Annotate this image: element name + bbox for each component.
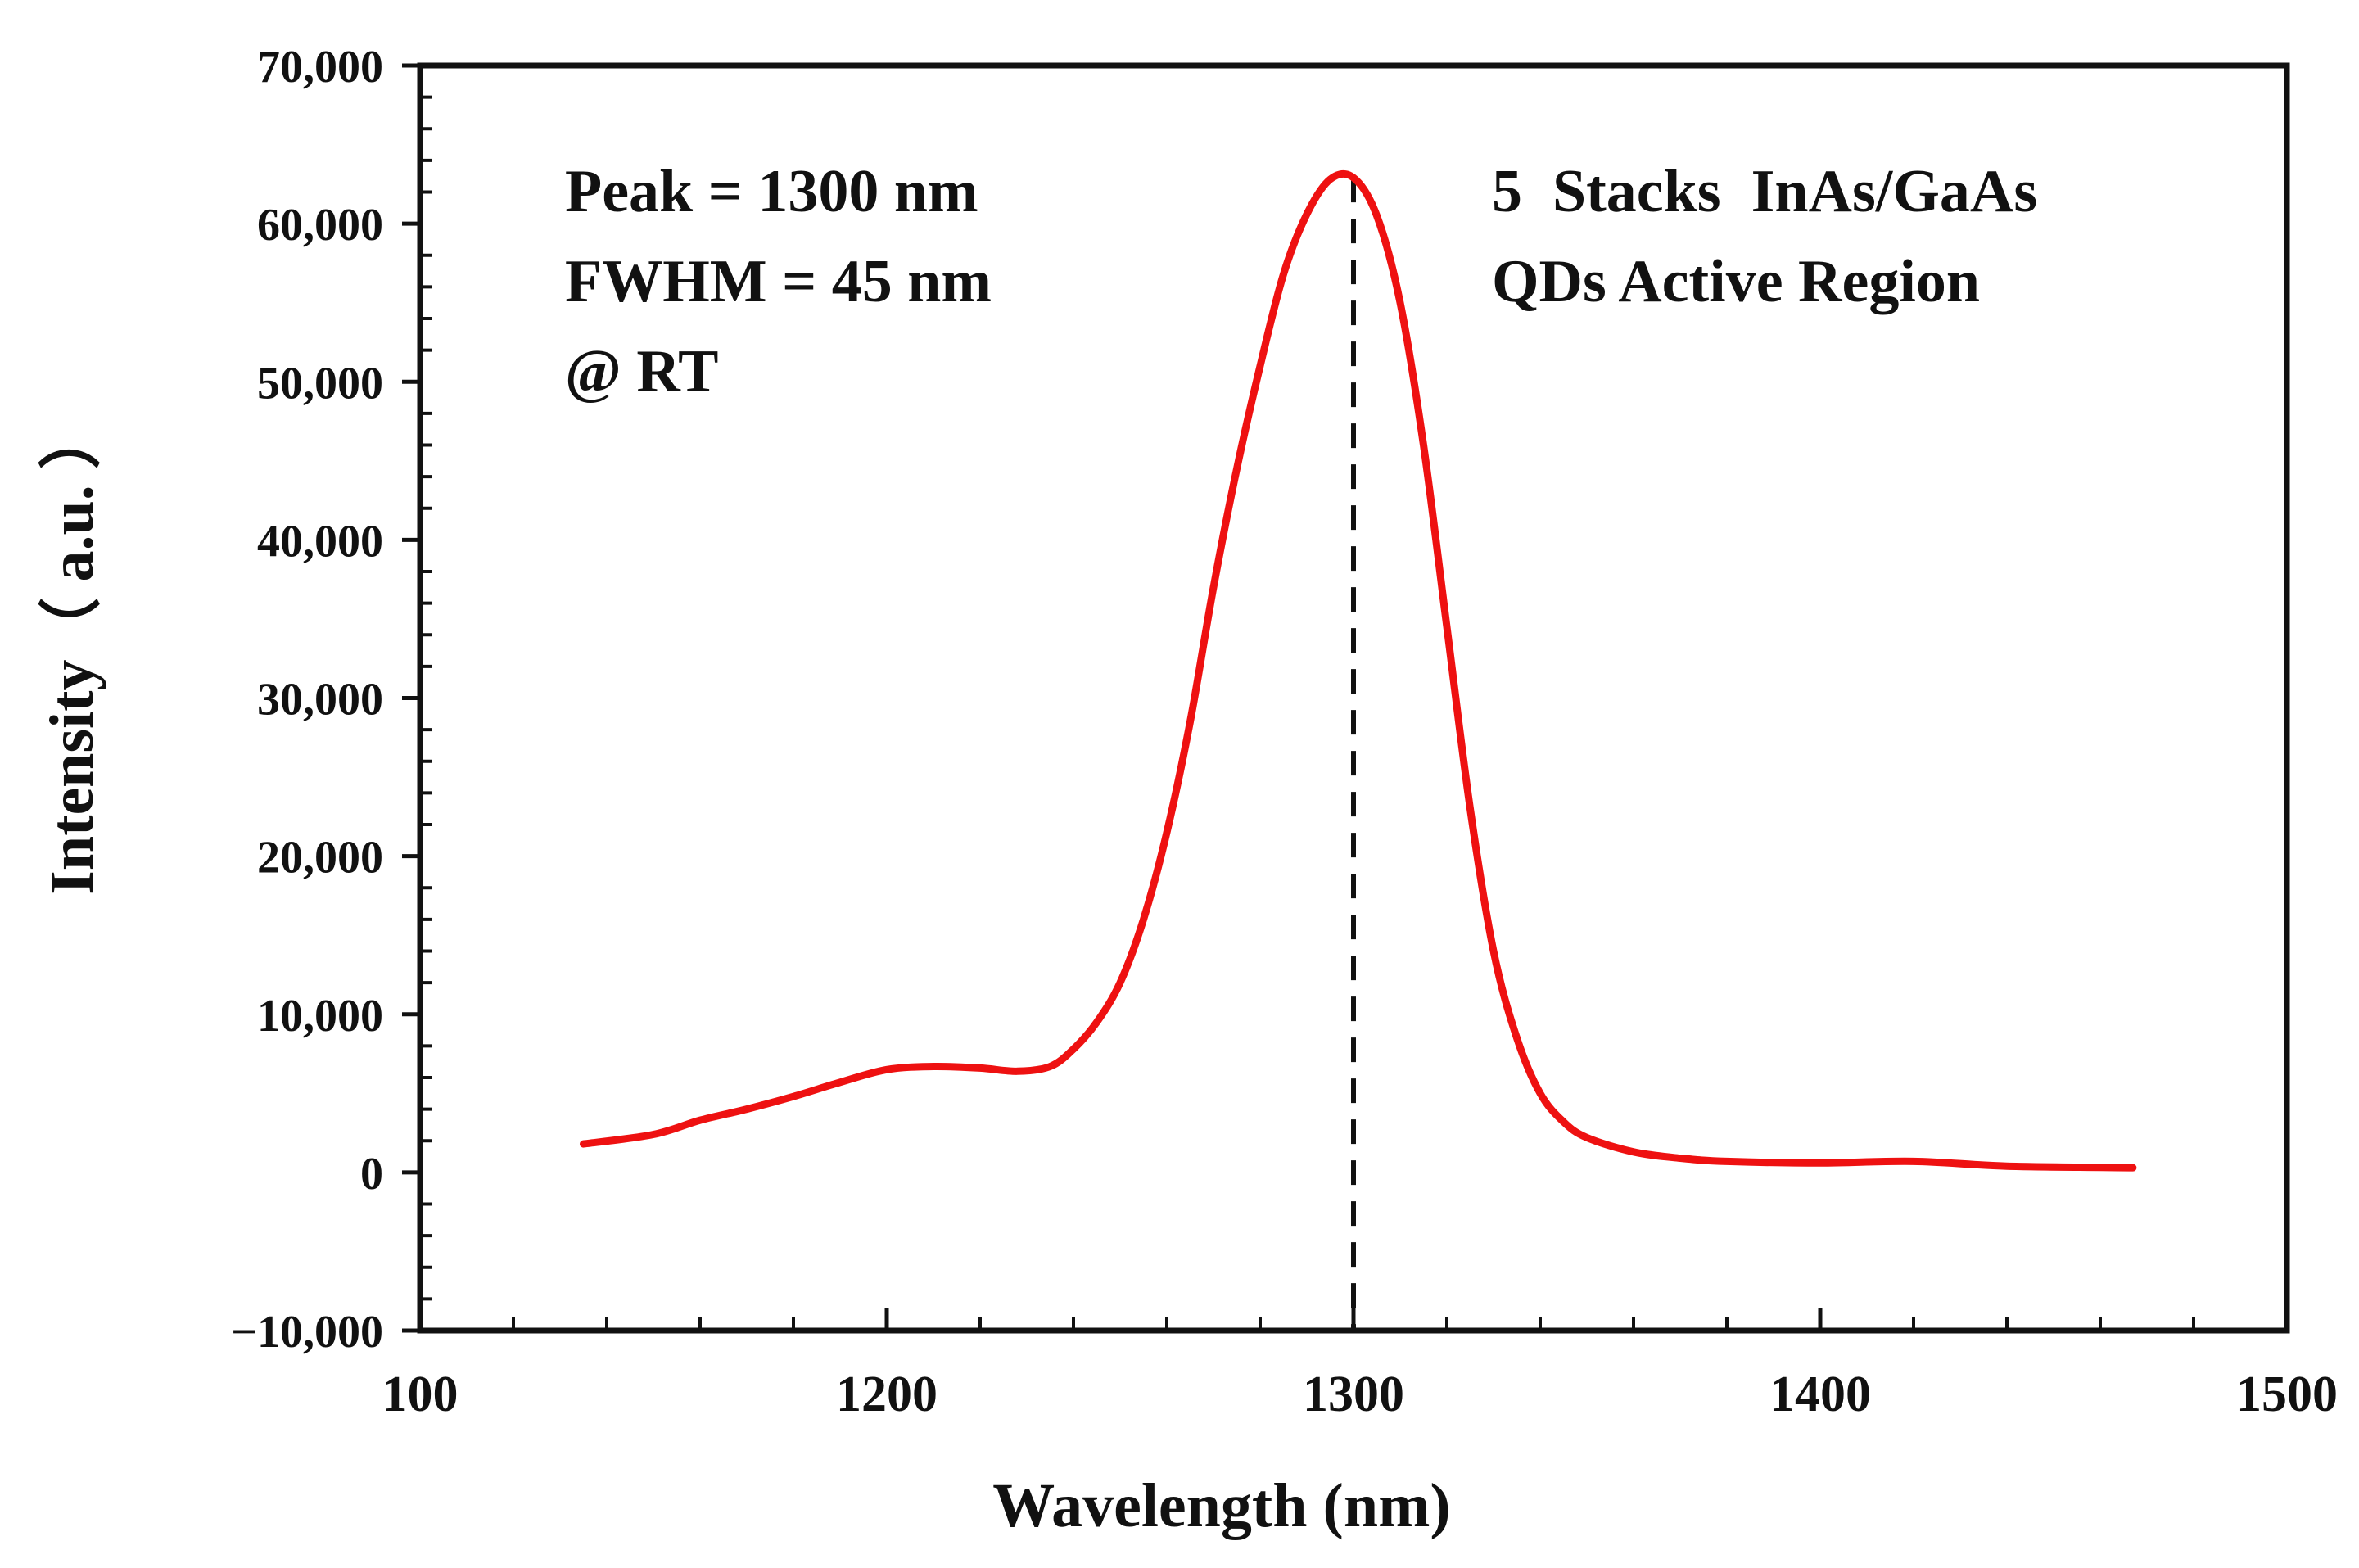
ticks-layer: −10,000 0 10,000 20,000 30,000 40,000 50,000 60…: [231, 42, 2338, 1422]
data-point: [1819, 1161, 1822, 1165]
data-point: [1305, 212, 1308, 216]
data-point: [1259, 364, 1262, 368]
y-tick-label: 50,000: [257, 358, 383, 409]
data-point: [2131, 1166, 2135, 1170]
data-point: [2005, 1164, 2009, 1168]
data-point: [1492, 949, 1495, 953]
y-tick-label: 20,000: [257, 833, 383, 883]
x-tick-label: 100: [382, 1367, 459, 1422]
y-tick-label: −10,000: [231, 1307, 383, 1358]
annotation-temperature: @ RT: [565, 338, 719, 405]
data-point: [1912, 1159, 1915, 1164]
data-point: [1212, 585, 1215, 590]
y-tick-label: 70,000: [257, 42, 383, 93]
annotation-region: QDs Active Region: [1492, 248, 1980, 315]
data-point: [1679, 1156, 1682, 1160]
annotation-sample: 5 Stacks InAs/GaAs: [1492, 158, 2037, 225]
data-point: [1725, 1159, 1729, 1164]
series-line: [580, 169, 2137, 1172]
data-point: [1445, 625, 1448, 629]
y-tick-label: 10,000: [257, 991, 383, 1042]
data-point: [1141, 917, 1146, 921]
y-tick-label: 60,000: [257, 200, 383, 251]
data-point: [745, 1107, 748, 1111]
series-layer: [580, 169, 2137, 1331]
data-point: [698, 1118, 702, 1123]
y-tick-label: 0: [360, 1149, 383, 1200]
data-point: [581, 1142, 585, 1146]
y-tick-label: 30,000: [257, 675, 383, 725]
data-point: [1375, 214, 1379, 218]
annotation-fwhm: FWHM = 45 nm: [565, 248, 992, 315]
data-point: [978, 1066, 982, 1070]
data-point: [1632, 1150, 1635, 1154]
data-point: [1352, 176, 1355, 180]
data-point: [838, 1080, 842, 1084]
data-point: [1421, 443, 1426, 447]
data-point: [1165, 830, 1168, 834]
data-point: [932, 1064, 935, 1069]
y-tick-label: 40,000: [257, 516, 383, 567]
data-point: [1095, 1020, 1099, 1024]
x-tick-label: 1500: [2236, 1367, 2338, 1422]
data-point: [792, 1095, 795, 1099]
data-point: [1539, 1091, 1542, 1096]
x-tick-label: 1300: [1303, 1367, 1404, 1422]
annotation-peak: Peak = 1300 nm: [565, 158, 978, 225]
data-point: [1281, 272, 1286, 276]
x-axis-title: Wavelength (nm): [992, 1471, 1450, 1540]
data-point: [1515, 1036, 1519, 1040]
data-point: [1048, 1064, 1052, 1069]
data-point: [1399, 300, 1402, 305]
data-point: [1072, 1047, 1075, 1051]
data-point: [652, 1132, 655, 1136]
data-point: [1561, 1120, 1566, 1124]
data-point: [885, 1068, 888, 1072]
data-point: [1468, 807, 1472, 811]
x-tick-label: 1200: [836, 1367, 938, 1422]
data-point: [1188, 720, 1192, 724]
data-point: [1328, 178, 1332, 182]
y-axis-title: Intensity（ a.u. ）: [38, 407, 106, 894]
data-point: [1585, 1136, 1588, 1140]
data-point: [1015, 1069, 1019, 1073]
x-tick-label: 1400: [1769, 1367, 1871, 1422]
data-point: [1235, 467, 1239, 471]
data-point: [1118, 981, 1122, 985]
